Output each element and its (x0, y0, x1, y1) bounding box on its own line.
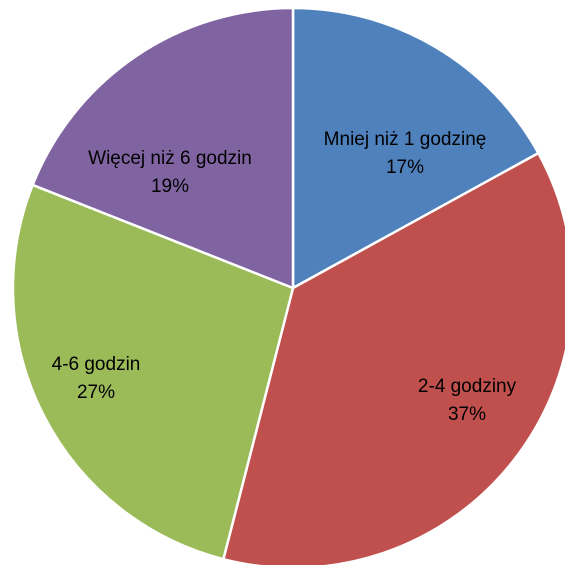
slice-percent-label: 37% (448, 404, 486, 425)
pie-slice (31, 6, 295, 290)
pie-slice (291, 6, 540, 290)
pie-slices (11, 6, 565, 565)
slice-category-label: 4-6 godzin (52, 354, 141, 375)
slice-percent-label: 17% (386, 157, 424, 178)
pie-slice (11, 183, 295, 561)
pie-labels: Mniej niż 1 godzinę 17% 2-4 godziny 37% 4-6 … (52, 129, 517, 425)
slice-category-label: 2-4 godziny (418, 376, 517, 397)
pie-slice (222, 151, 565, 565)
slice-category-label: Mniej niż 1 godzinę (324, 129, 487, 150)
slice-percent-label: 19% (151, 176, 189, 197)
slice-percent-label: 27% (77, 382, 115, 403)
slice-category-label: Więcej niż 6 godzin (88, 148, 252, 169)
